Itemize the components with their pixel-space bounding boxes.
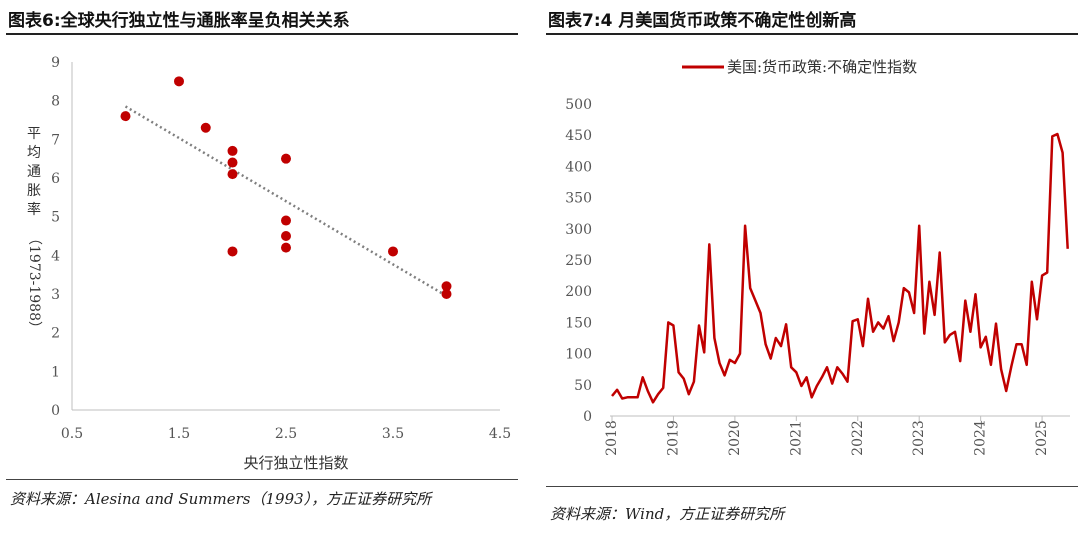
scatter-point — [174, 76, 184, 87]
scatter-point — [388, 246, 398, 257]
right-x-tick-label: 2023 — [911, 420, 927, 456]
left-x-axis-label: 央行独立性指数 — [243, 454, 348, 472]
left-y-tick-label: 6 — [51, 171, 60, 187]
scatter-point — [281, 242, 291, 253]
left-chart-panel: 图表6:全球央行独立性与通胀率呈负相关关系 0 1 2 3 4 5 6 7 8 9 0.5 1.5 2.… — [0, 0, 525, 548]
left-trendline — [124, 105, 448, 298]
scatter-point — [227, 145, 238, 156]
left-y-tick-label: 4 — [51, 248, 60, 264]
left-x-tick-label: 0.5 — [61, 426, 83, 442]
left-y-tick-label: 7 — [51, 132, 60, 148]
right-y-tick-label: 300 — [565, 222, 592, 238]
series-line-policy-uncertainty — [611, 132, 1069, 404]
left-y-axis-label-char: 平 — [27, 126, 41, 142]
scatter-point — [227, 246, 238, 257]
left-title-rule — [6, 33, 518, 35]
right-y-tick-label: 350 — [565, 191, 592, 207]
right-source-rule — [546, 486, 1078, 487]
right-x-tick-label: 2020 — [727, 420, 743, 456]
right-x-tick-label: 2024 — [973, 420, 989, 456]
right-y-tick-label: 400 — [565, 159, 592, 175]
left-chart-title: 图表6:全球央行独立性与通胀率呈负相关关系 — [8, 11, 350, 31]
right-title-rule — [546, 33, 1078, 35]
left-x-tick-label: 3.5 — [382, 426, 404, 442]
right-chart-title: 图表7:4 月美国货币政策不确定性创新高 — [548, 11, 857, 31]
right-y-tick-label: 250 — [565, 253, 592, 269]
left-x-tick-label: 2.5 — [275, 426, 297, 442]
right-y-tick-label: 450 — [565, 128, 592, 144]
right-x-tick-label: 2019 — [665, 420, 681, 456]
scatter-point — [281, 153, 291, 164]
scatter-point — [281, 215, 291, 226]
right-y-tick-label: 100 — [565, 347, 592, 363]
left-y-tick-label: 9 — [51, 55, 60, 71]
left-y-tick-label: 1 — [51, 364, 60, 380]
left-y-axis-label-char: 均 — [27, 145, 41, 161]
right-x-tick-label: 2018 — [604, 420, 620, 456]
left-x-tick-label: 1.5 — [168, 426, 190, 442]
left-y-axis-label-char: 率 — [27, 201, 41, 218]
right-x-tick-label: 2021 — [788, 420, 804, 456]
right-y-tick-label: 0 — [583, 409, 592, 425]
right-y-tick-label: 150 — [565, 315, 592, 331]
scatter-point — [281, 231, 291, 241]
right-y-tick-label: 200 — [565, 284, 592, 300]
left-y-tick-label: 8 — [51, 94, 60, 110]
scatter-point — [227, 157, 238, 168]
right-y-tick-label: 50 — [574, 378, 592, 394]
scatter-point — [441, 281, 452, 292]
scatter-point — [200, 122, 211, 133]
left-y-tick-label: 5 — [51, 210, 60, 226]
right-legend-label: 美国:货币政策:不确定性指数 — [727, 58, 917, 76]
scatter-point — [120, 111, 131, 122]
left-y-axis-label-period: （1973-1988） — [26, 231, 42, 335]
left-y-tick-label: 3 — [51, 287, 60, 303]
left-y-axis-label-char: 通 — [27, 164, 41, 180]
left-y-tick-label: 0 — [51, 403, 60, 419]
left-x-tick-label: 4.5 — [489, 426, 511, 442]
left-y-tick-label: 2 — [51, 326, 60, 342]
right-y-tick-label: 500 — [565, 97, 592, 113]
right-chart-panel: 图表7:4 月美国货币政策不确定性创新高 0 50 100 150 200 250 300 3… — [540, 0, 1080, 548]
right-x-tick-label: 2025 — [1034, 420, 1050, 456]
scatter-point — [227, 169, 238, 180]
left-y-axis-label-char: 胀 — [27, 183, 41, 199]
left-source-rule — [6, 479, 518, 480]
scatter-point — [441, 289, 452, 299]
right-source-note: 资料来源：Wind，方正证券研究所 — [550, 505, 785, 523]
left-source-note: 资料来源：Alesina and Summers（1993），方正证券研究所 — [10, 490, 432, 508]
right-line-chart: 0 50 100 150 200 250 300 350 400 450 500 2018 2019 20… — [565, 58, 1070, 456]
right-x-tick-label: 2022 — [850, 420, 866, 456]
